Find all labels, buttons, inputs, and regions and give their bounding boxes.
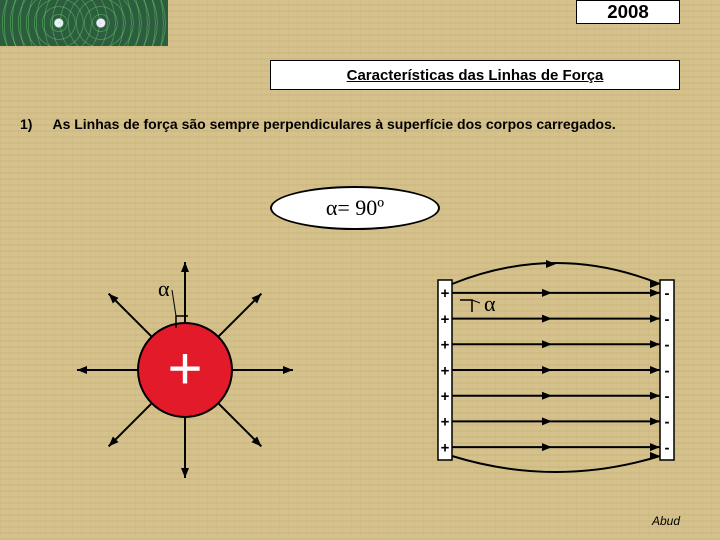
svg-text:+: + [441, 285, 450, 302]
year-box: 2008 [576, 0, 680, 24]
svg-text:α: α [158, 276, 170, 301]
item-number: 1) [20, 116, 48, 132]
svg-text:-: - [665, 362, 670, 379]
svg-text:+: + [167, 335, 202, 402]
svg-text:+: + [441, 337, 450, 354]
header-thumbnail [0, 0, 168, 46]
svg-text:+: + [441, 439, 450, 456]
item-text: As Linhas de força são sempre perpendicu… [52, 116, 692, 132]
signature-text: Abud [652, 514, 680, 528]
svg-text:+: + [441, 362, 450, 379]
svg-text:-: - [665, 414, 670, 431]
formula-eq: = 90º [337, 195, 384, 221]
svg-text:+: + [441, 388, 450, 405]
page-title: Características das Linhas de Força [347, 67, 604, 84]
svg-text:+: + [441, 414, 450, 431]
signature: Abud [652, 512, 680, 530]
svg-text:-: - [665, 439, 670, 456]
svg-text:-: - [665, 311, 670, 328]
body-text: 1) As Linhas de força são sempre perpend… [20, 116, 700, 134]
year-value: 2008 [607, 1, 649, 23]
svg-text:-: - [665, 337, 670, 354]
svg-text:-: - [665, 285, 670, 302]
svg-text:-: - [665, 388, 670, 405]
page-title-box: Características das Linhas de Força [270, 60, 680, 90]
formula-alpha: α [326, 195, 338, 221]
formula-pill: α = 90º [270, 186, 440, 230]
svg-text:α: α [484, 291, 496, 316]
svg-text:+: + [441, 311, 450, 328]
